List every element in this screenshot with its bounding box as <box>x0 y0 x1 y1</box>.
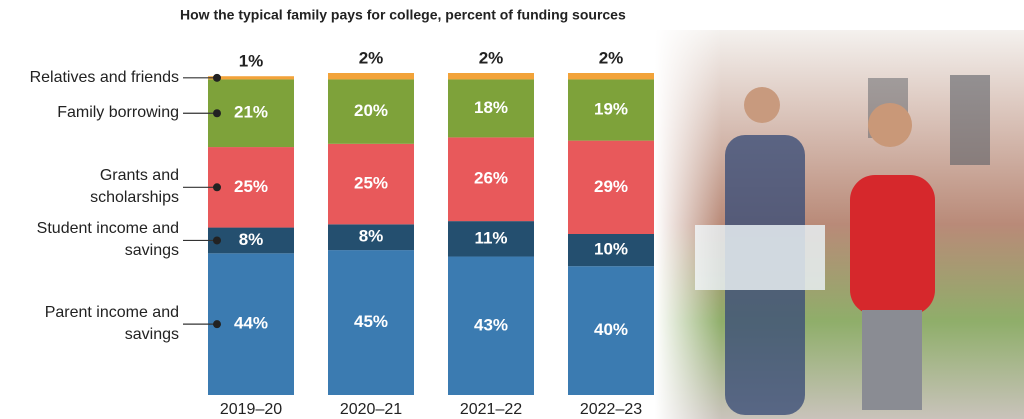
x-tick-label: 2019–20 <box>220 401 282 418</box>
chart-title: How the typical family pays for college,… <box>180 7 626 23</box>
legend-label: Relatives and friends <box>29 68 179 86</box>
legend-dot <box>213 320 221 329</box>
value-label: 19% <box>594 100 628 119</box>
bar-segment <box>328 143 414 225</box>
bar-segment <box>448 221 534 257</box>
value-label: 2% <box>359 48 384 67</box>
bar-segment <box>448 137 534 222</box>
value-label: 21% <box>234 103 268 122</box>
bar-segment <box>568 73 654 80</box>
value-label: 18% <box>474 98 508 117</box>
value-label: 25% <box>234 177 268 196</box>
bar-segment <box>208 147 294 228</box>
bar-segment <box>208 227 294 254</box>
value-label: 43% <box>474 315 508 334</box>
legend-dot <box>213 236 221 245</box>
value-label: 20% <box>354 101 388 120</box>
x-tick-label: 2020–21 <box>340 401 402 418</box>
bar-segment <box>208 253 294 395</box>
value-label: 26% <box>474 169 508 188</box>
bar-segment <box>568 140 654 234</box>
bar-segment <box>448 79 534 138</box>
legend-label: Parent income and savings <box>44 304 179 344</box>
x-tick-label: 2021–22 <box>460 401 522 418</box>
bar-segment <box>208 76 294 80</box>
photo <box>655 30 1024 419</box>
legend-label: Family borrowing <box>57 104 179 122</box>
bar-segment <box>328 73 414 80</box>
value-label: 8% <box>239 230 264 249</box>
bar-segment <box>568 234 654 267</box>
value-label: 44% <box>234 314 268 333</box>
legend-label: Grants and scholarships <box>90 167 179 207</box>
legend-label: Student income and savings <box>36 220 179 260</box>
bar-segment <box>208 79 294 148</box>
x-tick-label: 2022–23 <box>580 401 642 418</box>
bar-segment <box>448 73 534 80</box>
value-label: 2% <box>479 48 504 67</box>
legend-dot <box>213 73 221 82</box>
bar-segment <box>328 250 414 395</box>
bar-segment <box>568 266 654 395</box>
bar-segment <box>328 224 414 251</box>
value-label: 2% <box>599 48 624 67</box>
value-label: 8% <box>359 227 384 246</box>
value-label: 45% <box>354 312 388 331</box>
value-label: 29% <box>594 177 628 196</box>
value-label: 11% <box>474 228 507 247</box>
bar-segment <box>448 256 534 395</box>
value-label: 1% <box>239 52 264 71</box>
bar-segment <box>568 79 654 141</box>
value-label: 25% <box>354 174 388 193</box>
value-label: 40% <box>594 320 628 339</box>
bar-segment <box>328 79 414 144</box>
value-label: 10% <box>594 240 628 259</box>
legend-dot <box>213 183 221 192</box>
legend-dot <box>213 109 221 118</box>
